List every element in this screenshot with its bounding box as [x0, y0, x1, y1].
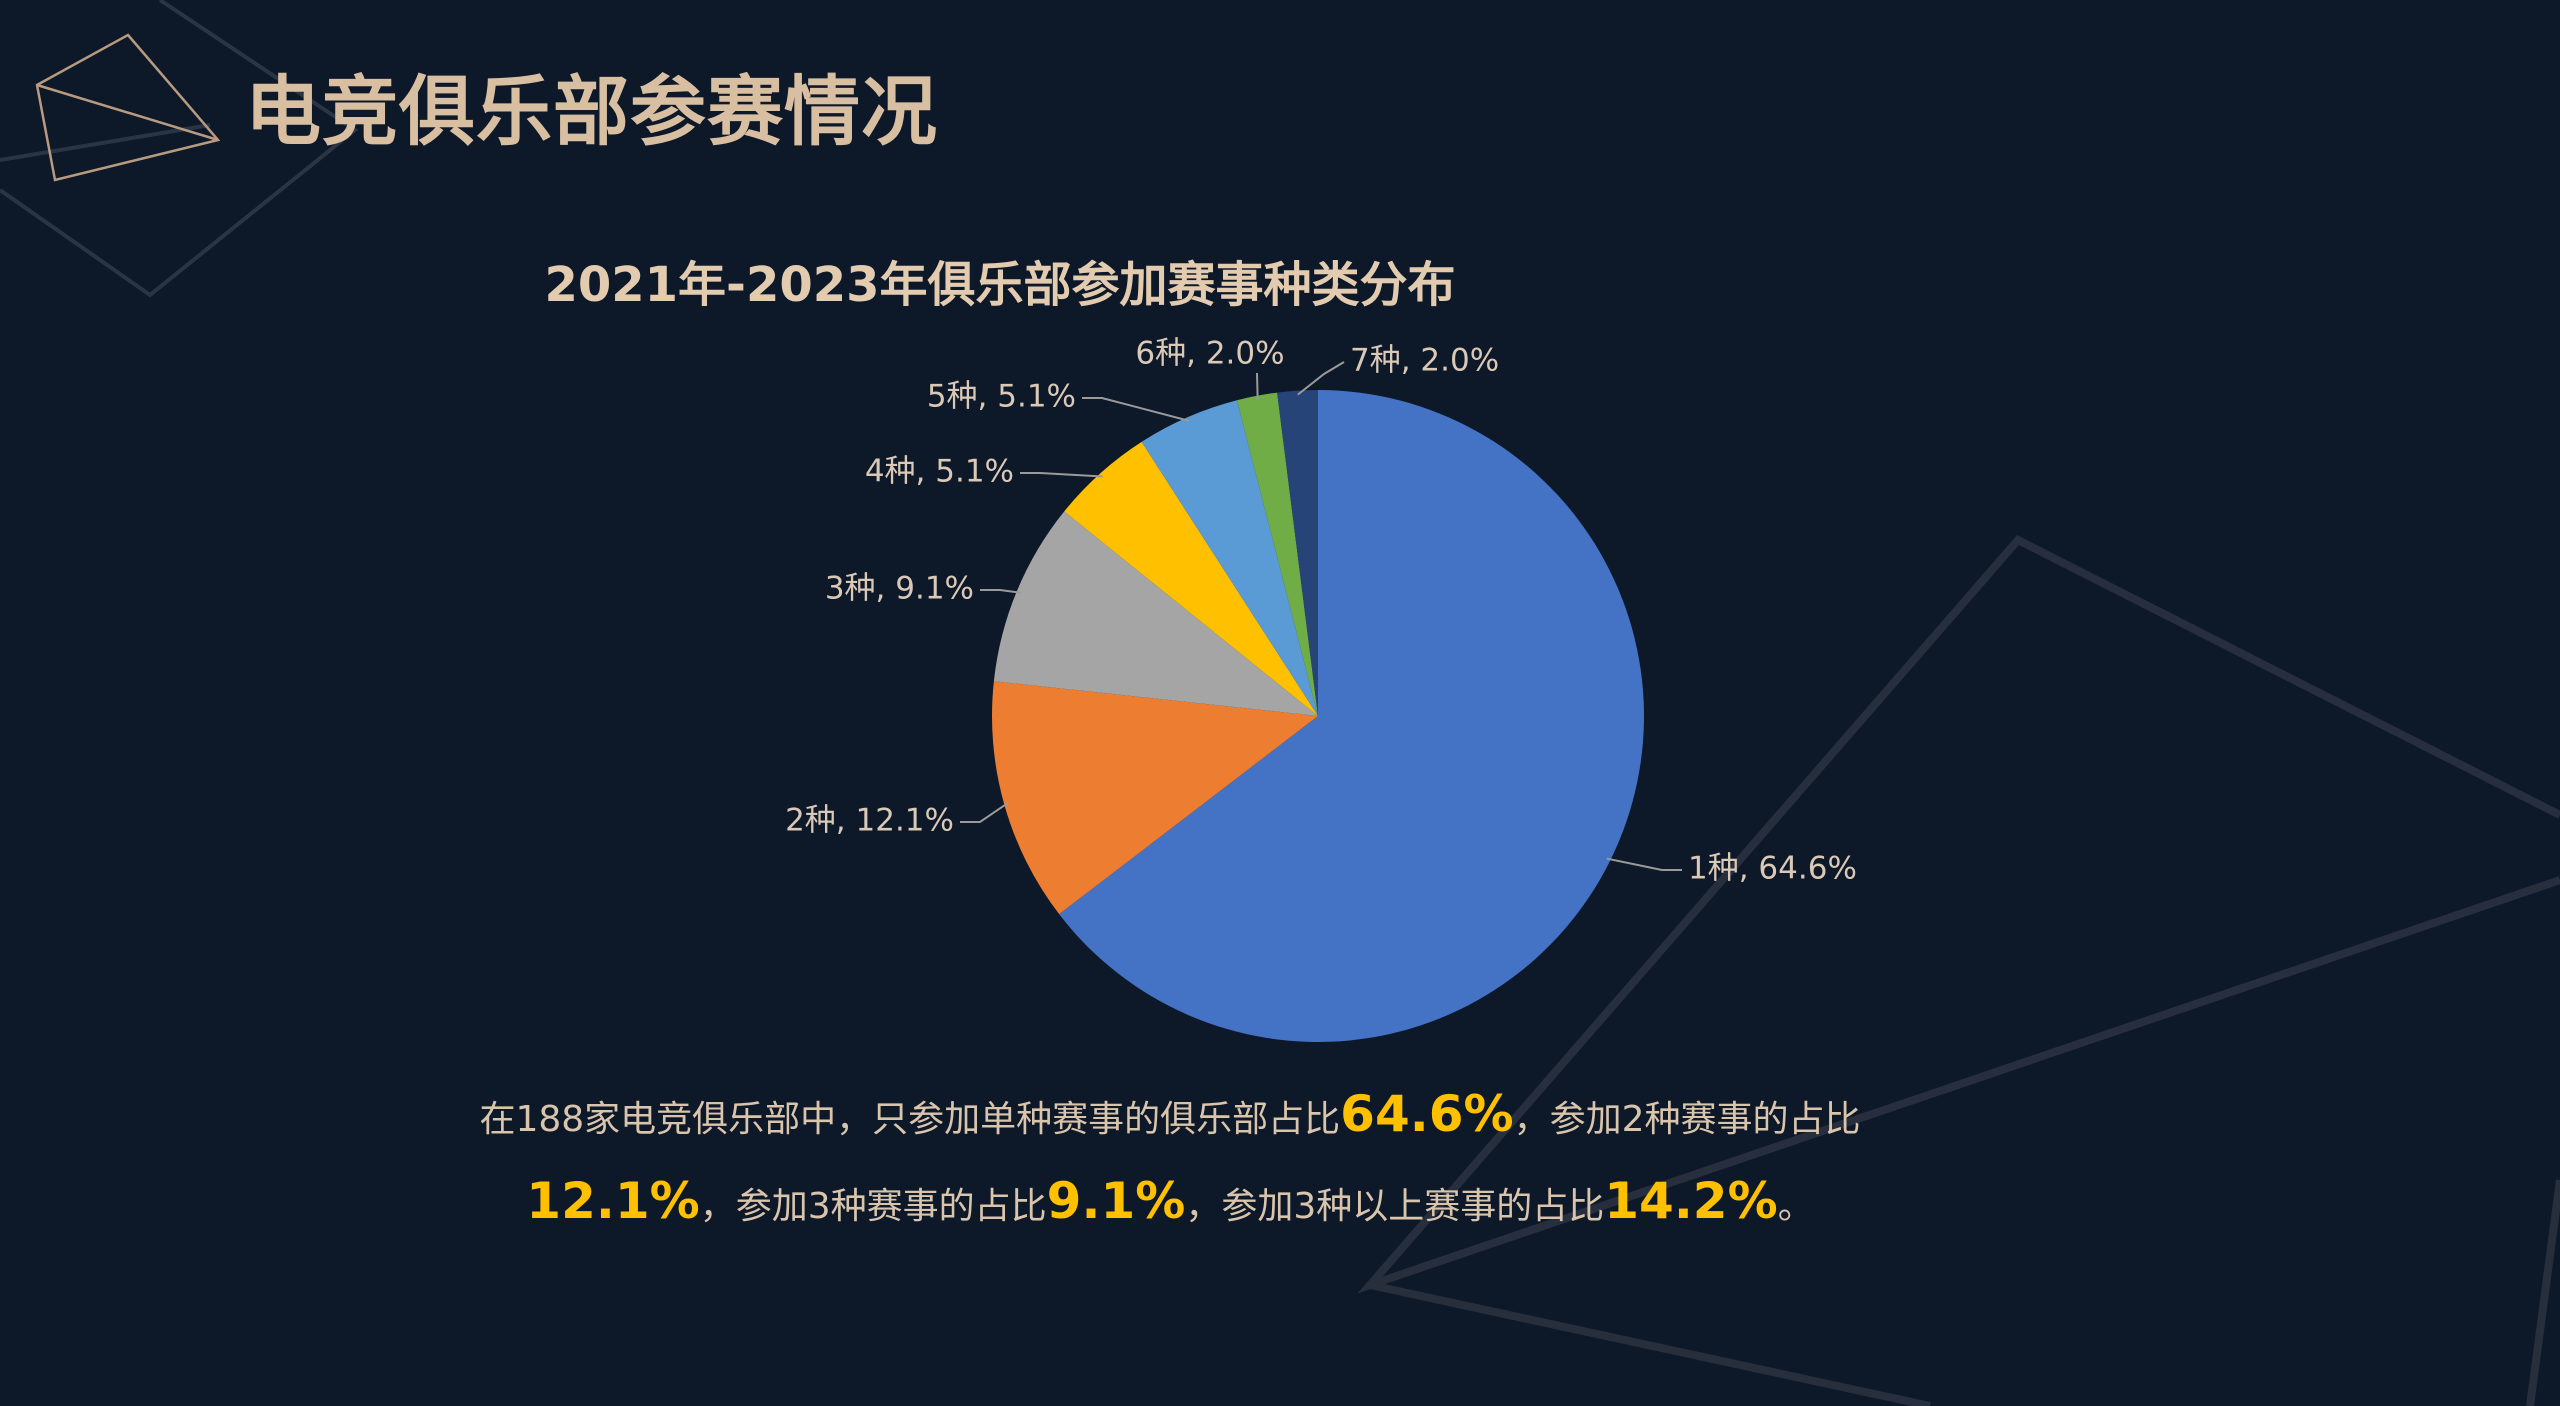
leader-line-7	[1297, 361, 1345, 396]
slice-label-6: 6种, 2.0%	[1135, 336, 1284, 372]
leader-line-3	[980, 589, 1021, 594]
summary-highlight: 12.1%	[526, 1172, 700, 1230]
deco-large-triangle-lines	[1357, 535, 2560, 1294]
chart-title: 2021年-2023年俱乐部参加赛事种类分布	[544, 257, 1456, 313]
page-title: 电竞俱乐部参赛情况	[245, 67, 938, 156]
slice-label-3: 3种, 9.1%	[825, 571, 974, 607]
deco-topleft-line-2	[0, 123, 211, 162]
summary-text: ，参加3种以上赛事的占比	[1185, 1186, 1605, 1227]
summary-text: 。	[1777, 1186, 1814, 1227]
deco-right-line	[2526, 1179, 2560, 1406]
slice-label-4: 4种, 5.1%	[865, 454, 1014, 490]
pie-slice-2	[992, 681, 1318, 915]
logo-triangle-icon	[35, 33, 221, 182]
leader-line-4	[1020, 472, 1103, 478]
pie-slice-4	[1064, 441, 1318, 716]
pie-slice-5	[1141, 400, 1318, 716]
pie-slice-7	[1277, 390, 1318, 716]
leader-line-5	[1082, 397, 1190, 422]
deco-lower-line	[1369, 1281, 1931, 1406]
pie-slices	[992, 390, 1644, 1042]
slice-label-2: 2种, 12.1%	[785, 803, 954, 839]
summary-text: ，参加3种赛事的占比	[699, 1186, 1047, 1227]
pie-labels: 1种, 64.6% 2种, 12.1% 3种, 9.1% 4种, 5.1% 5种, 5.…	[785, 336, 1857, 887]
summary-highlight: 14.2%	[1604, 1172, 1778, 1230]
slice-label-7: 7种, 2.0%	[1350, 343, 1499, 379]
leader-line-6	[1256, 372, 1259, 400]
pie-slice-6	[1236, 392, 1318, 716]
summary-highlight: 64.6%	[1340, 1085, 1514, 1143]
slice-label-1: 1种, 64.6%	[1688, 851, 1857, 887]
slice-label-5: 5种, 5.1%	[927, 379, 1076, 415]
leader-line-2	[960, 802, 1009, 823]
deco-topleft-lines	[0, 0, 359, 298]
summary-text: 在188家电竞俱乐部中，只参加单种赛事的俱乐部占比	[479, 1099, 1341, 1140]
leader-line-1	[1606, 857, 1682, 871]
summary-line-2: 12.1%，参加3种赛事的占比9.1%，参加3种以上赛事的占比14.2%。	[0, 1172, 2450, 1230]
summary-text: ，参加2种赛事的占比	[1513, 1099, 1861, 1140]
pie-slice-1	[1059, 390, 1644, 1042]
summary-line-1: 在188家电竞俱乐部中，只参加单种赛事的俱乐部占比64.6%，参加2种赛事的占比	[0, 1085, 2450, 1143]
pie-slice-3	[993, 511, 1318, 716]
summary-highlight: 9.1%	[1046, 1172, 1186, 1230]
